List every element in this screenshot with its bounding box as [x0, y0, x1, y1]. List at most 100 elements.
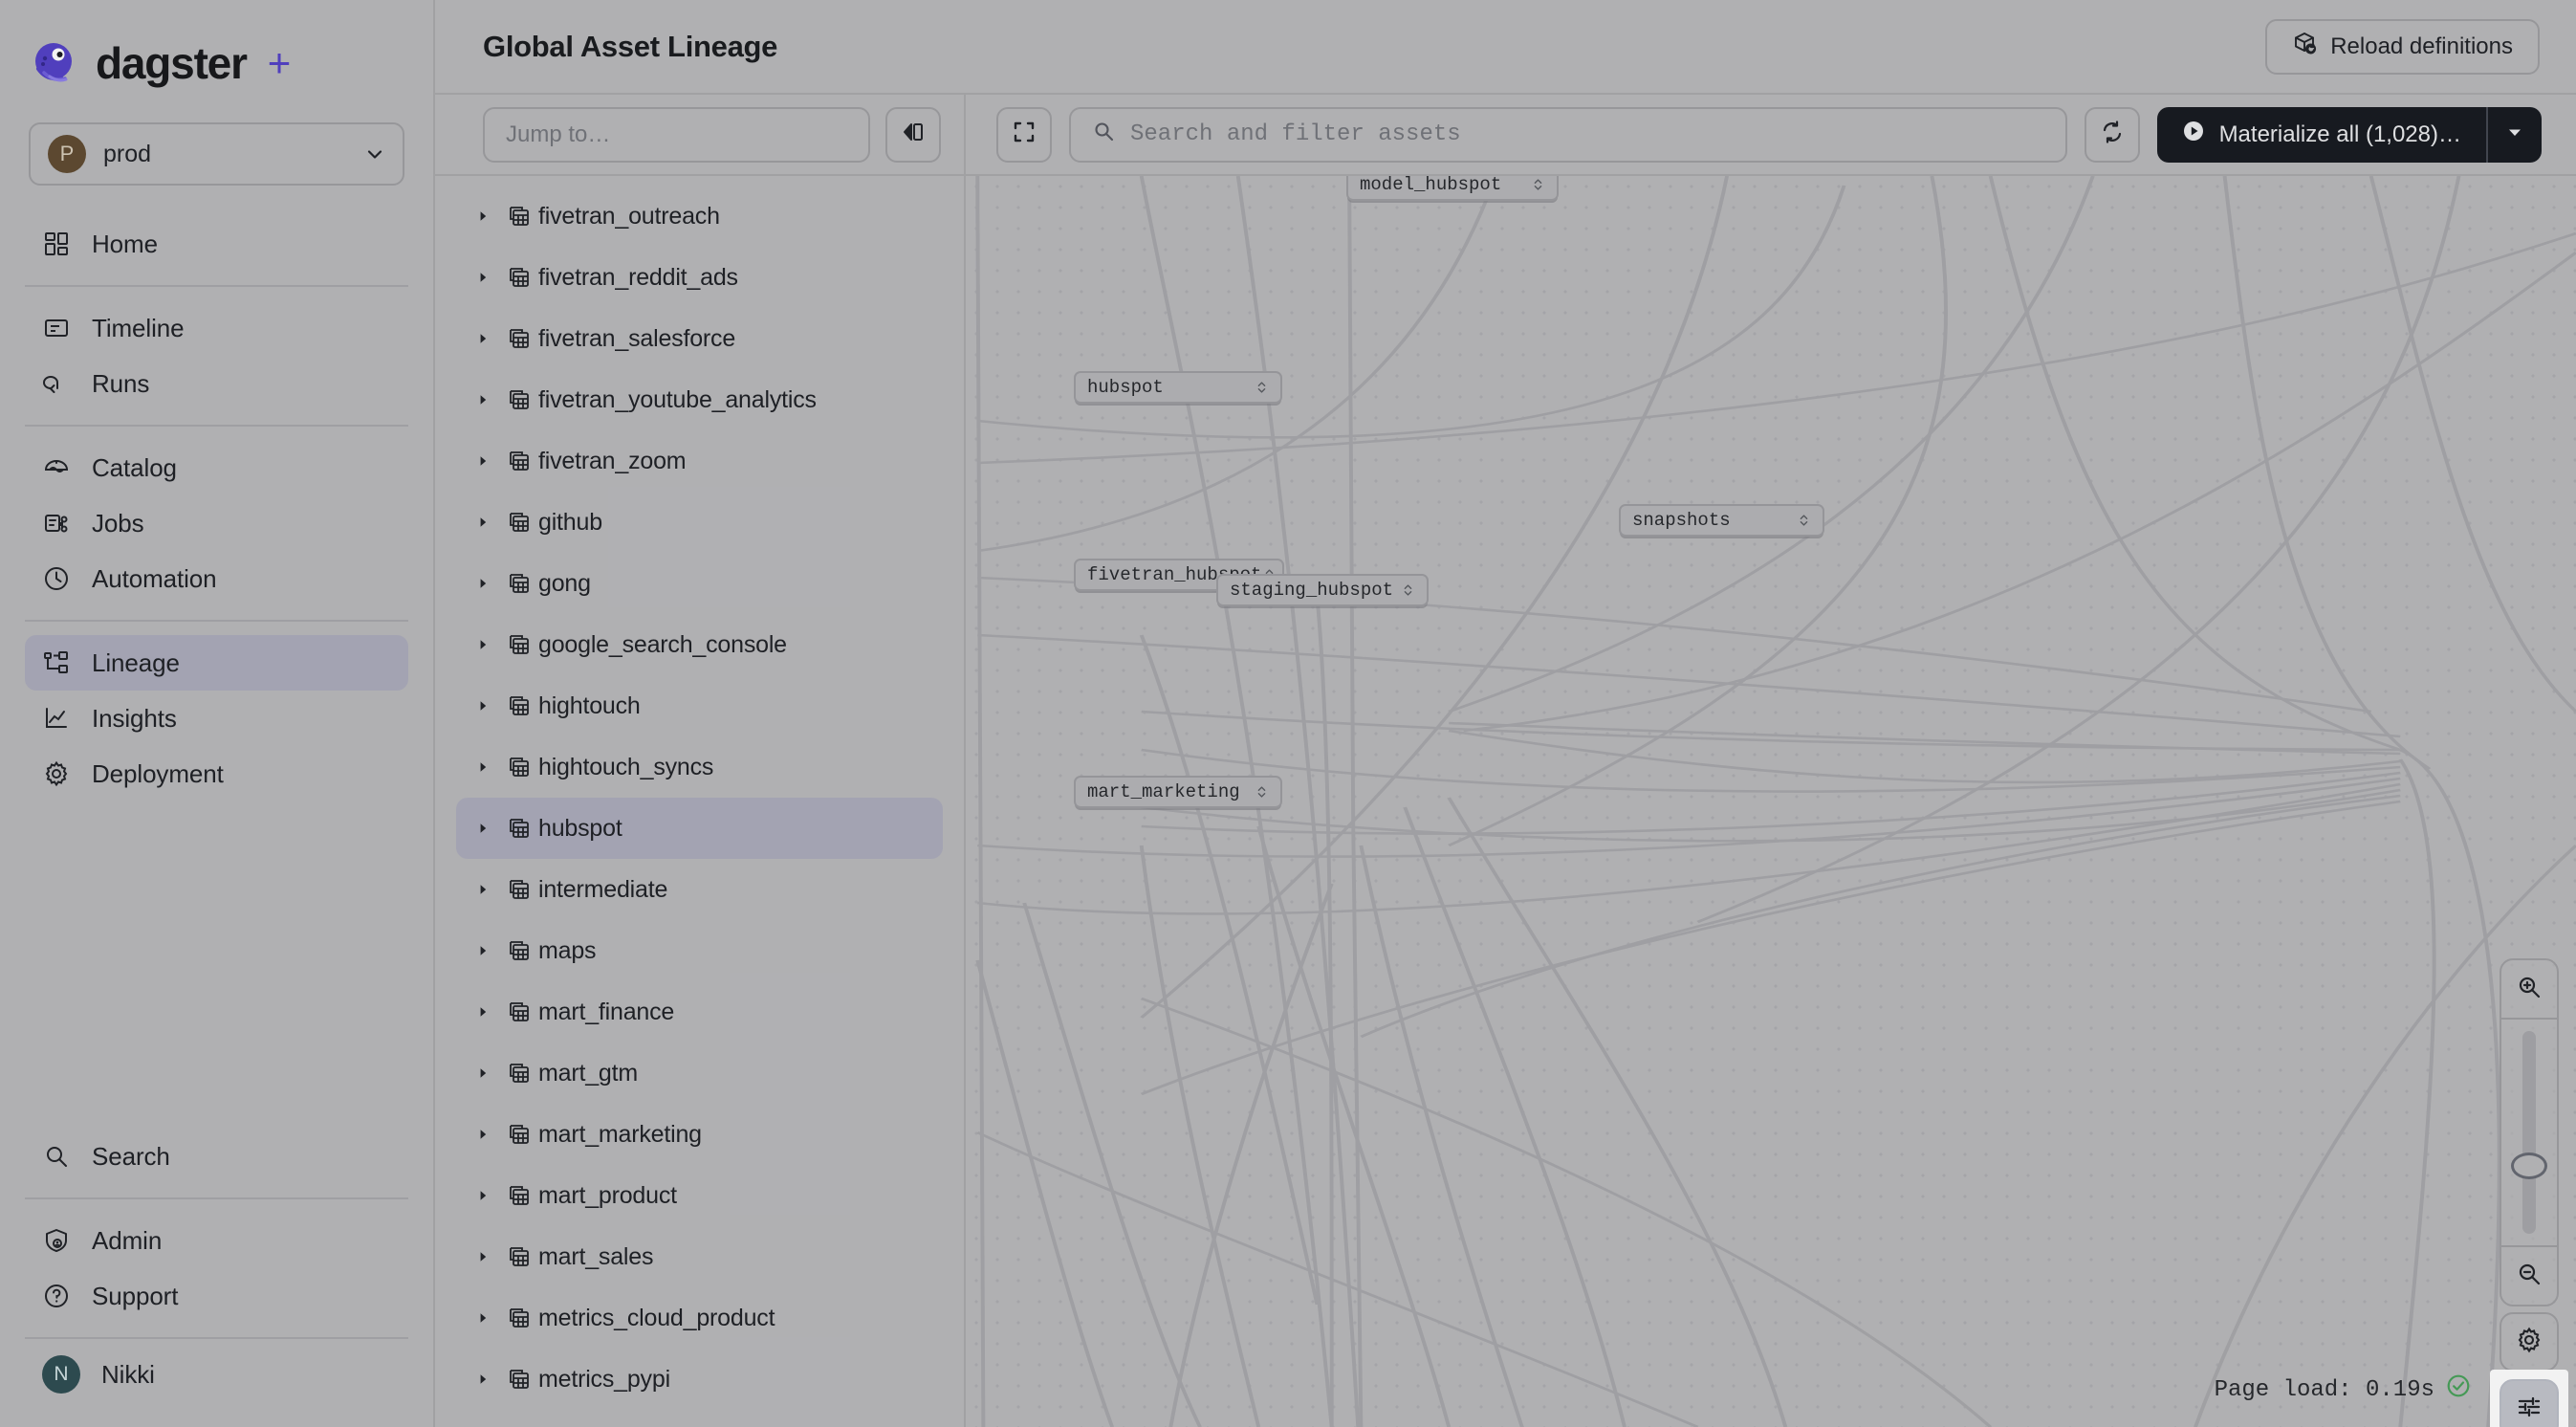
materialize-options-button[interactable]	[2488, 107, 2542, 163]
sidebar-item-support[interactable]: Support	[25, 1268, 408, 1324]
tree-row[interactable]: mart_gtm	[456, 1043, 943, 1104]
sidebar-item-label: Lineage	[92, 648, 180, 677]
brand[interactable]: dagster +	[0, 0, 433, 92]
caret-right-icon[interactable]	[466, 637, 500, 652]
caret-right-icon[interactable]	[466, 515, 500, 530]
expand-collapse-icon[interactable]	[1796, 513, 1811, 528]
lineage-node-label: mart_marketing	[1087, 781, 1240, 802]
tree-row-label: gong	[538, 569, 591, 597]
tree-row[interactable]: fivetran_zoom	[456, 430, 943, 492]
tree-row[interactable]: metrics_cloud_product	[456, 1287, 943, 1349]
tree-row[interactable]: mart_sales	[456, 1226, 943, 1287]
sidebar-item-runs[interactable]: Runs	[25, 356, 408, 411]
tree-row[interactable]: fivetran_reddit_ads	[456, 247, 943, 308]
sidebar-item-label: Search	[92, 1141, 170, 1171]
expand-collapse-icon[interactable]	[1254, 784, 1269, 800]
caret-right-icon[interactable]	[466, 1004, 500, 1020]
sidebar-item-home[interactable]: Home	[25, 216, 408, 272]
tree-row[interactable]: mart_marketing	[456, 1104, 943, 1165]
caret-right-icon[interactable]	[466, 1127, 500, 1142]
caret-right-icon[interactable]	[466, 576, 500, 591]
lineage-node[interactable]: snapshots	[1619, 504, 1824, 537]
tree-row[interactable]: mart_finance	[456, 981, 943, 1043]
timeline-icon	[42, 314, 71, 342]
tree-row[interactable]: github	[456, 492, 943, 553]
caret-right-icon[interactable]	[466, 1065, 500, 1081]
play-circle-icon	[2182, 120, 2205, 149]
tree-row[interactable]: gong	[456, 553, 943, 614]
caret-right-icon[interactable]	[466, 209, 500, 224]
collapse-left-panel-button[interactable]	[885, 106, 941, 163]
tree-row-label: metrics_pypi	[538, 1365, 670, 1393]
tree-row[interactable]: hightouch	[456, 675, 943, 736]
lineage-node[interactable]: mart_marketing	[1074, 776, 1282, 808]
sidebar-item-deployment[interactable]: Deployment	[25, 746, 408, 801]
caret-right-icon[interactable]	[466, 1188, 500, 1203]
caret-right-icon[interactable]	[466, 270, 500, 285]
user-menu[interactable]: N Nikki	[25, 1347, 408, 1402]
caret-right-icon[interactable]	[466, 759, 500, 775]
asset-group-icon	[500, 204, 538, 229]
tree-row[interactable]: hubspot	[456, 798, 943, 859]
caret-right-icon[interactable]	[466, 392, 500, 407]
graph-filters-button[interactable]	[2500, 1379, 2559, 1427]
tree-row[interactable]: intermediate	[456, 859, 943, 920]
sidebar-item-automation[interactable]: Automation	[25, 551, 408, 606]
search-assets-input[interactable]: Search and filter assets	[1069, 106, 2067, 163]
caret-right-icon[interactable]	[466, 943, 500, 958]
zoom-in-button[interactable]	[2501, 960, 2557, 1018]
expand-collapse-icon[interactable]	[1400, 582, 1415, 598]
caret-right-icon[interactable]	[466, 331, 500, 346]
zoom-slider[interactable]	[2501, 1020, 2557, 1245]
asset-group-icon	[500, 877, 538, 902]
zoom-out-button[interactable]	[2501, 1247, 2557, 1305]
reload-definitions-button[interactable]: Reload definitions	[2265, 18, 2540, 75]
tree-row[interactable]: mart_product	[456, 1165, 943, 1226]
sidebar-item-admin[interactable]: Admin	[25, 1213, 408, 1268]
caret-right-icon[interactable]	[466, 821, 500, 836]
sidebar-item-jobs[interactable]: Jobs	[25, 495, 408, 551]
sidebar-item-label: Timeline	[92, 313, 185, 342]
materialize-all-button[interactable]: Materialize all (1,028)…	[2156, 106, 2542, 163]
caret-right-icon[interactable]	[466, 1249, 500, 1264]
expand-collapse-icon[interactable]	[1530, 177, 1545, 192]
tree-row[interactable]: google_search_console	[456, 614, 943, 675]
expand-collapse-icon[interactable]	[1254, 380, 1269, 395]
zoom-slider-thumb[interactable]	[2511, 1153, 2547, 1179]
lineage-node[interactable]: model_hubspot	[1346, 176, 1559, 201]
sidebar-item-timeline[interactable]: Timeline	[25, 300, 408, 356]
subbar: Jump to…	[435, 95, 2576, 176]
sidebar-item-lineage[interactable]: Lineage	[25, 635, 408, 691]
tree-row[interactable]: fivetran_salesforce	[456, 308, 943, 369]
tree-row[interactable]: fivetran_youtube_analytics	[456, 369, 943, 430]
materialize-all-main[interactable]: Materialize all (1,028)…	[2157, 107, 2486, 163]
gear-icon	[42, 759, 71, 788]
tree-row-label: mart_marketing	[538, 1120, 702, 1148]
caret-right-icon[interactable]	[466, 1372, 500, 1387]
caret-right-icon[interactable]	[466, 698, 500, 714]
jump-to-input[interactable]: Jump to…	[483, 106, 870, 163]
asset-group-tree[interactable]: fivetran_outreach fivetran_reddit_ads five…	[435, 176, 966, 1427]
tree-row[interactable]: hightouch_syncs	[456, 736, 943, 798]
tree-row[interactable]: fivetran_outreach	[456, 186, 943, 247]
caret-right-icon[interactable]	[466, 1310, 500, 1326]
deployment-selector[interactable]: P prod	[29, 122, 404, 186]
sidebar-item-label: Admin	[92, 1225, 163, 1255]
caret-right-icon[interactable]	[466, 453, 500, 469]
zoom-divider	[2501, 1018, 2557, 1020]
lineage-canvas[interactable]: model_hubspot hubspot snapshots fivetran_hu…	[966, 176, 2576, 1427]
caret-right-icon[interactable]	[466, 882, 500, 897]
sidebar-item-label: Runs	[92, 368, 150, 398]
sidebar-item-catalog[interactable]: Catalog	[25, 440, 408, 495]
nav-group-analysis: Lineage Insights	[25, 629, 408, 807]
graph-settings-button[interactable]	[2500, 1312, 2559, 1372]
fit-to-screen-button[interactable]	[996, 106, 1052, 163]
sidebar-item-search[interactable]: Search	[25, 1129, 408, 1184]
sidebar-item-insights[interactable]: Insights	[25, 691, 408, 746]
lineage-node[interactable]: staging_hubspot	[1216, 574, 1429, 606]
refresh-button[interactable]	[2084, 106, 2140, 163]
tree-row[interactable]: metrics_pypi	[456, 1349, 943, 1410]
tree-row[interactable]: maps	[456, 920, 943, 981]
lineage-node-label: hubspot	[1087, 377, 1164, 398]
lineage-node[interactable]: hubspot	[1074, 371, 1282, 404]
